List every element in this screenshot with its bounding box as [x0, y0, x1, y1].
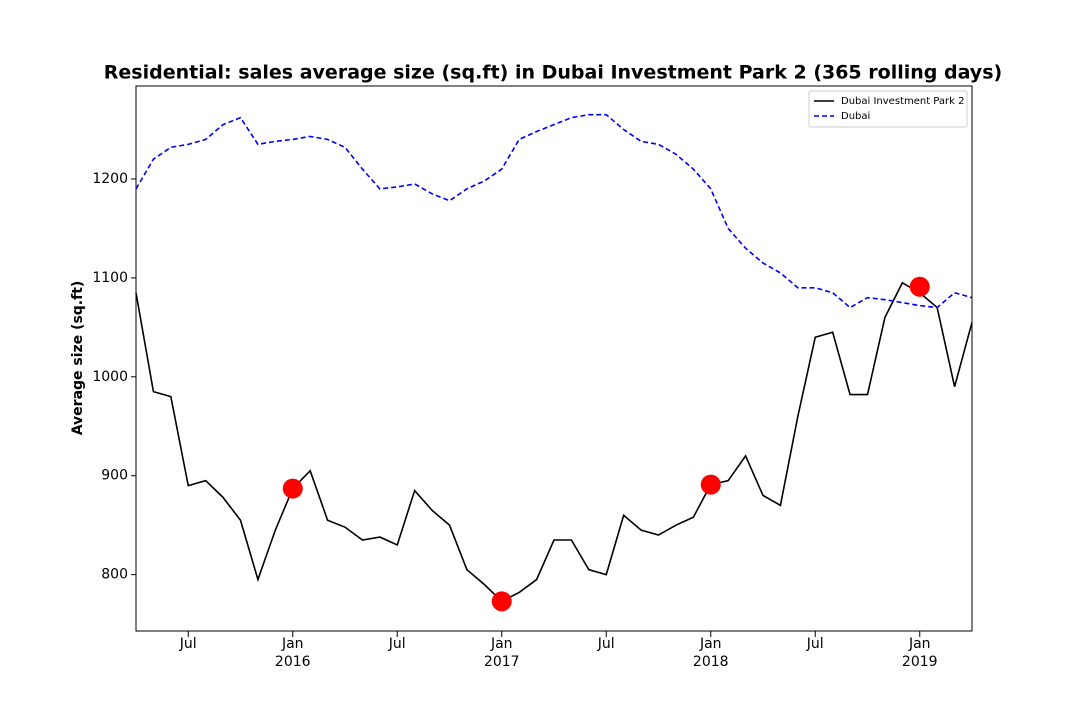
series-line — [135, 113, 973, 309]
x-tick-label: Jan — [490, 636, 513, 652]
y-tick-label: 1000 — [92, 369, 128, 385]
highlight-marker — [491, 591, 512, 612]
x-tick-year: 2019 — [902, 654, 938, 670]
highlight-marker — [909, 276, 930, 297]
legend-label: Dubai Investment Park 2 — [841, 96, 964, 107]
x-tick-label: Jan — [281, 636, 304, 652]
plot-frame — [135, 85, 973, 632]
x-tick-year: 2017 — [484, 654, 520, 670]
legend-label: Dubai — [841, 111, 870, 122]
y-axis-label: Average size (sq.ft) — [70, 281, 86, 436]
x-tick-label: Jul — [597, 636, 615, 652]
y-tick-label: 900 — [101, 468, 128, 484]
y-tick-label: 1100 — [92, 270, 128, 286]
y-tick-label: 1200 — [92, 171, 128, 187]
highlight-marker — [700, 474, 721, 495]
x-tick-label: Jul — [179, 636, 197, 652]
y-tick-label: 800 — [101, 567, 128, 583]
x-tick-label: Jul — [388, 636, 406, 652]
x-tick-year: 2018 — [693, 654, 729, 670]
highlight-marker — [282, 478, 303, 499]
chart-title: Residential: sales average size (sq.ft) … — [104, 62, 1002, 84]
x-tick-label: Jan — [908, 636, 931, 652]
x-tick-label: Jan — [699, 636, 722, 652]
legend-box — [808, 90, 968, 128]
series-line — [135, 281, 973, 603]
x-tick-year: 2016 — [275, 654, 311, 670]
x-tick-label: Jul — [806, 636, 824, 652]
